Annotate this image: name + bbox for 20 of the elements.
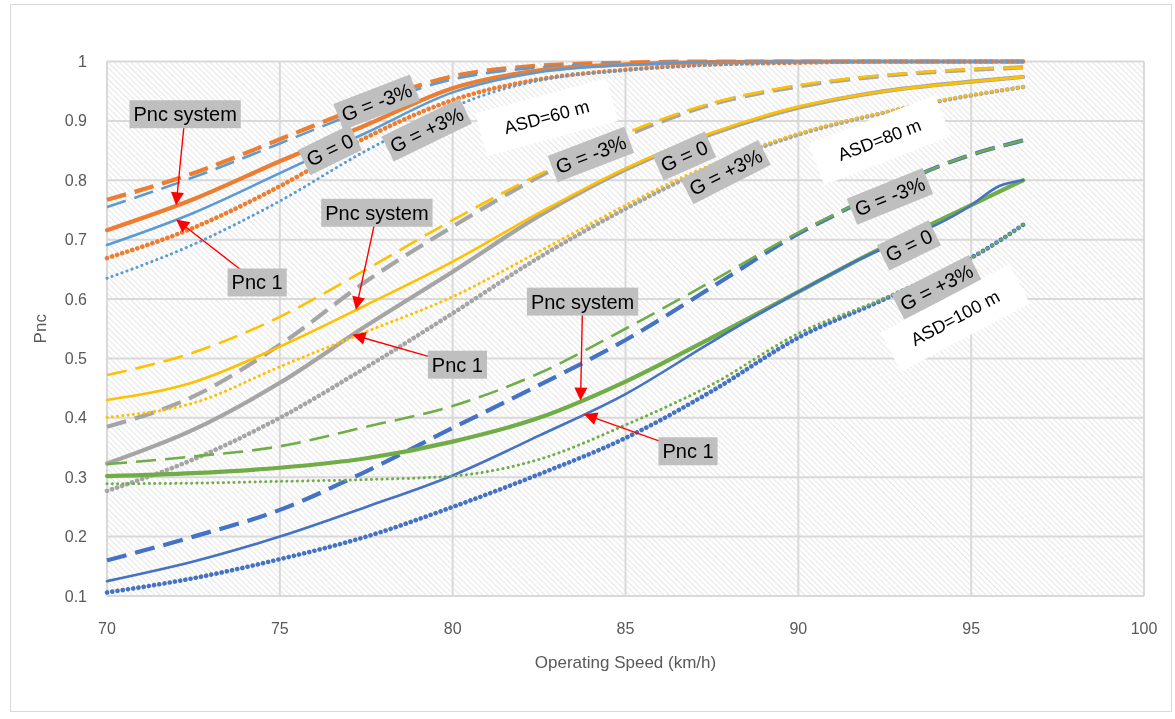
x-tick-label: 70 [98,620,116,637]
x-tick-label: 80 [443,620,462,637]
y-tick-label: 0.3 [64,468,88,486]
x-tick-label: 95 [962,620,981,637]
y-tick-label: 0.9 [64,112,88,130]
y-tick-label: 0.4 [64,409,88,427]
y-tick-label: 0.7 [64,231,88,249]
annotation: ASD=60 m [501,96,592,139]
x-axis-title: Operating Speed (km/h) [534,653,717,672]
x-tick-label: 75 [270,620,289,637]
x-tick-label: 90 [789,620,808,637]
y-axis-title: Pnc [30,313,50,344]
y-tick-label: 0.6 [64,290,88,308]
y-tick-label: 0.2 [64,528,88,546]
y-tick-label: 0.8 [64,171,88,189]
x-tick-label: 85 [616,620,635,637]
y-tick-label: 0.5 [64,349,88,367]
y-tick-label: 1 [78,53,88,70]
x-tick-label: 100 [1130,620,1158,637]
y-tick-label: 0.1 [64,587,88,605]
